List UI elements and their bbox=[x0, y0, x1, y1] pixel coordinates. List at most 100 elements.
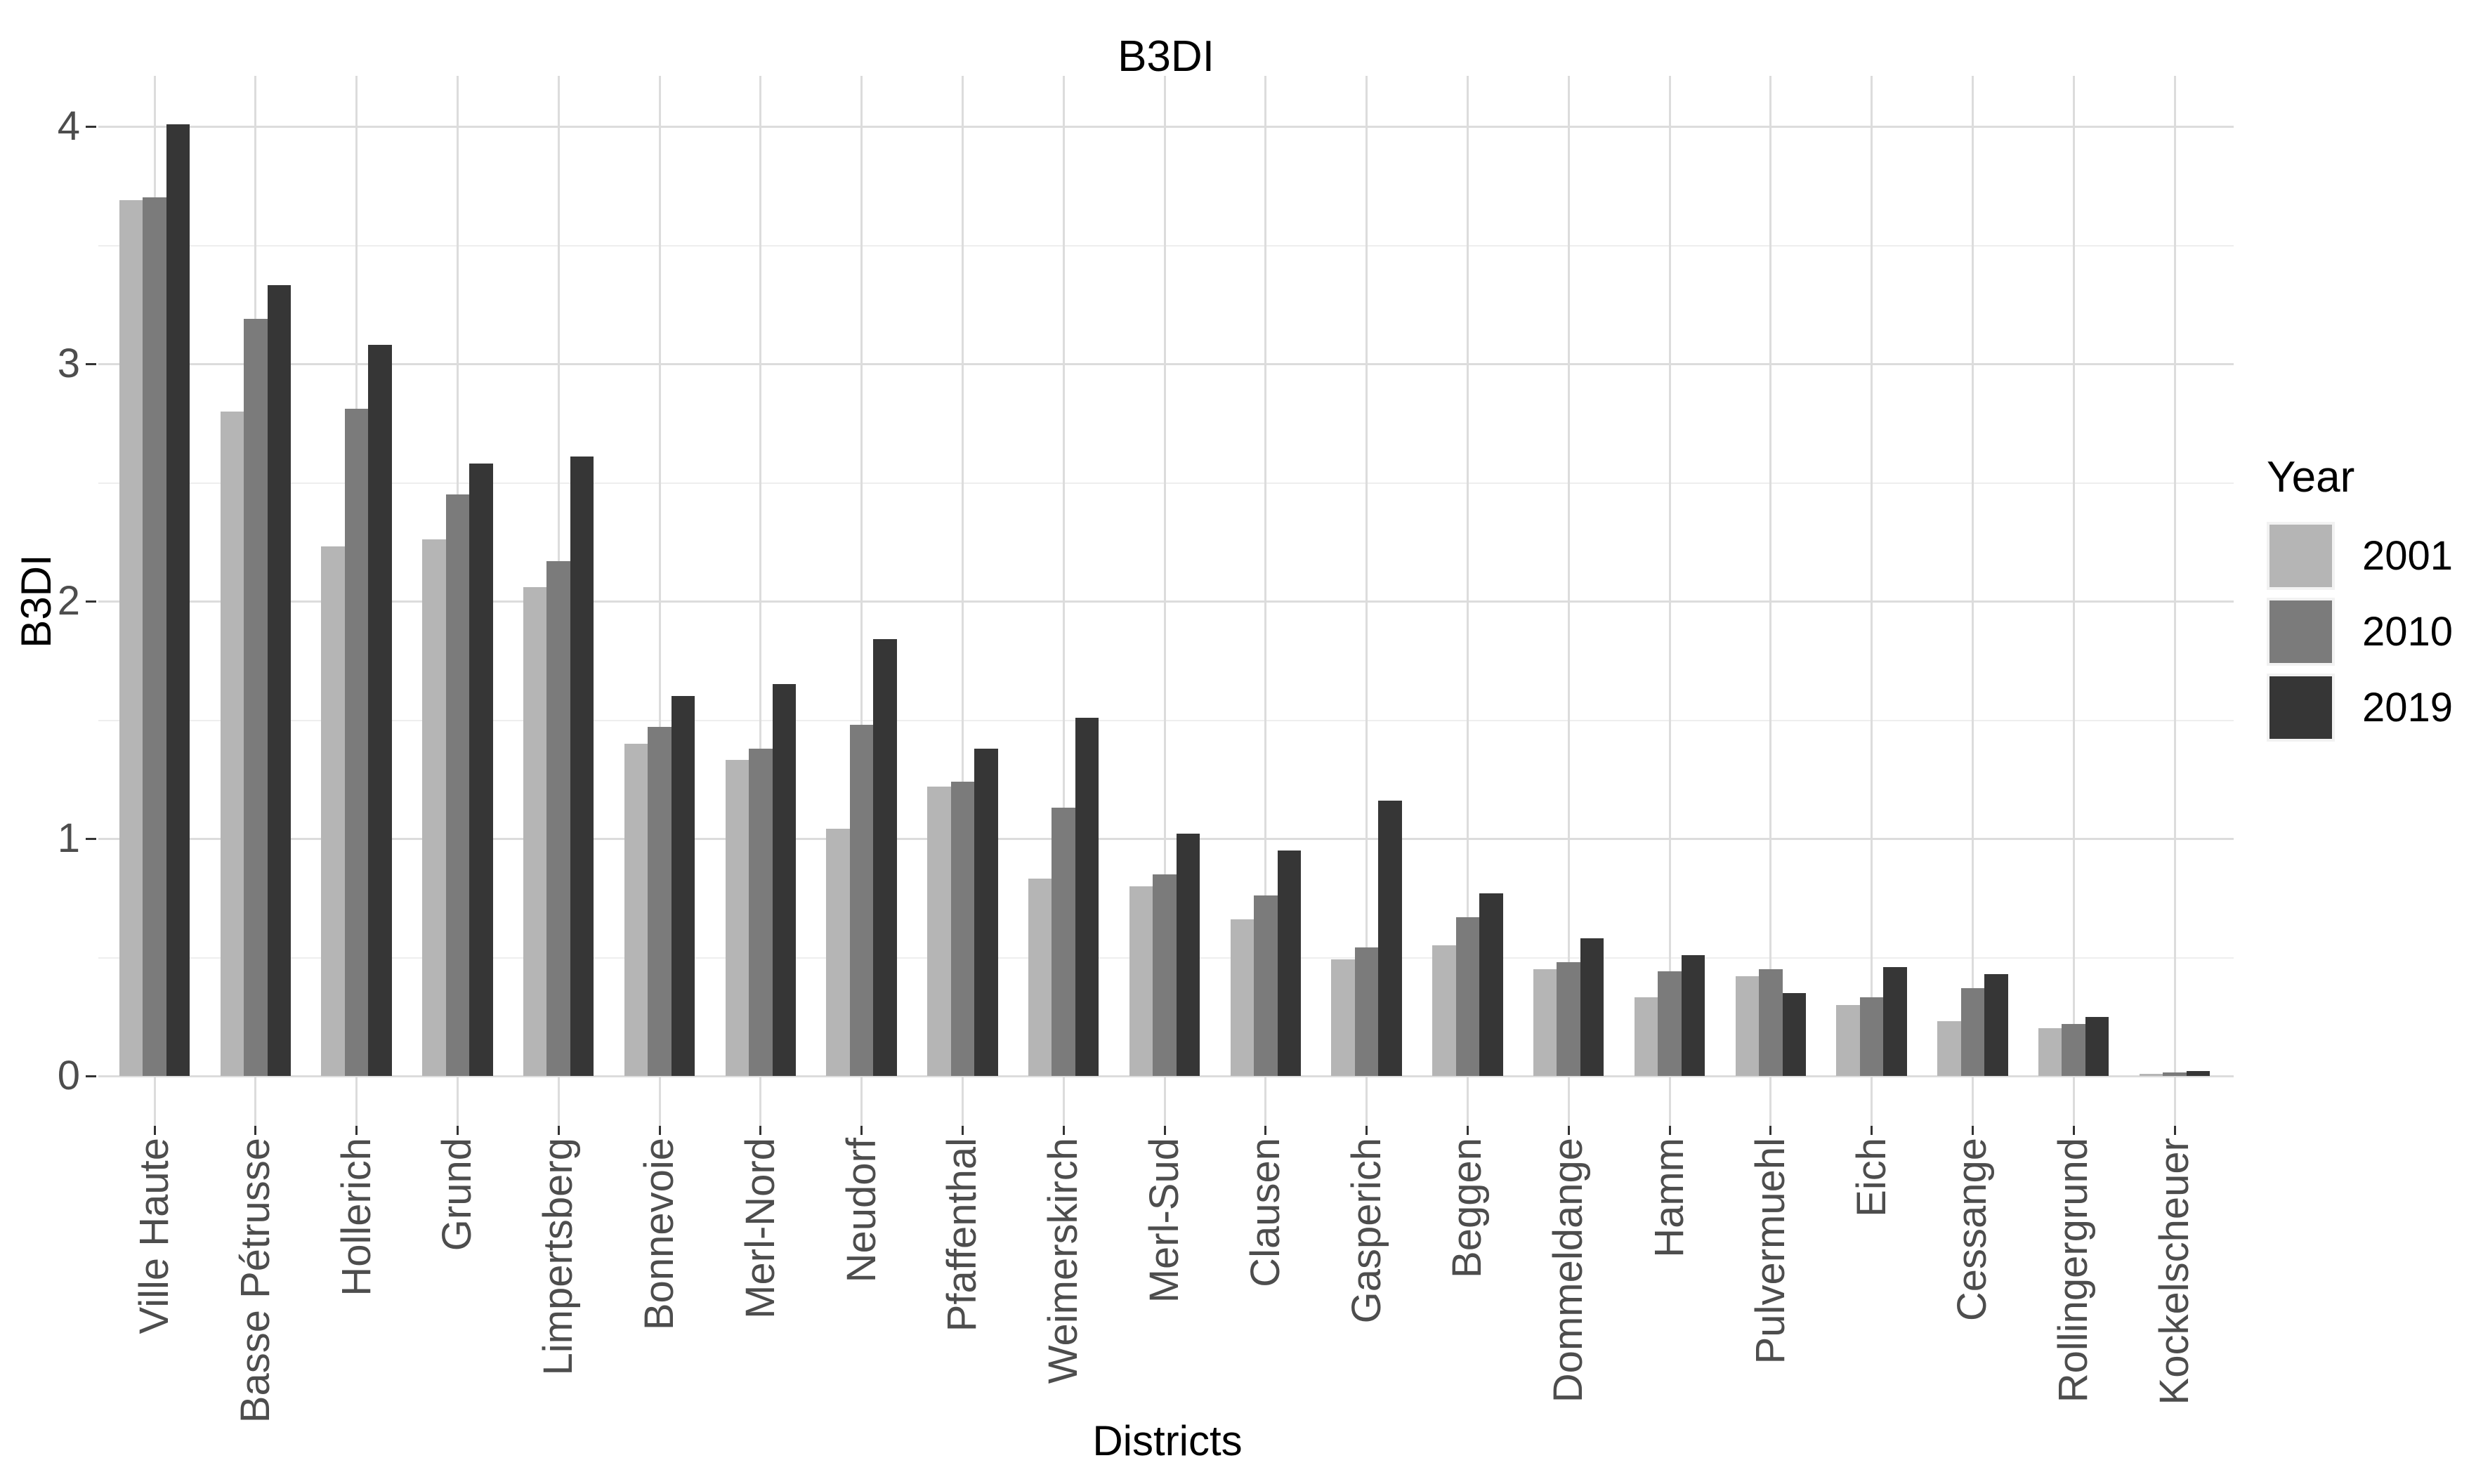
x-tick-mark bbox=[456, 1126, 459, 1135]
x-tick-mark bbox=[2173, 1126, 2176, 1135]
v-gridline bbox=[1062, 76, 1065, 1126]
bar-2019-limpertsberg bbox=[570, 456, 594, 1076]
x-tick-label: Weimerskirch bbox=[1040, 1138, 1087, 1384]
x-tick-mark bbox=[1567, 1126, 1570, 1135]
bar-2019-bonnevoie bbox=[671, 696, 695, 1076]
bar-2010-eich bbox=[1859, 997, 1884, 1076]
v-gridline bbox=[2072, 76, 2075, 1126]
bar-2010-basse-p-trusse bbox=[244, 318, 268, 1076]
x-tick-mark bbox=[860, 1126, 863, 1135]
bar-2010-neudorf bbox=[849, 724, 874, 1076]
bar-2001-rollingergrund bbox=[2038, 1028, 2062, 1076]
y-tick-mark bbox=[86, 837, 96, 840]
x-tick-label: Neudorf bbox=[838, 1138, 884, 1283]
bar-2019-eich bbox=[1883, 966, 1907, 1076]
h-gridline-major bbox=[98, 600, 2234, 603]
x-tick-mark bbox=[1871, 1126, 1873, 1135]
bar-2001-weimerskirch bbox=[1028, 879, 1052, 1076]
bar-2019-gasperich bbox=[1378, 800, 1402, 1076]
legend-label-2001: 2001 bbox=[2362, 533, 2454, 579]
bar-2010-cessange bbox=[1960, 987, 1985, 1076]
bar-2010-weimerskirch bbox=[1052, 808, 1075, 1076]
h-gridline-major bbox=[98, 126, 2234, 128]
bar-2001-pfaffenthal bbox=[927, 786, 951, 1076]
x-tick-label: Rollingergrund bbox=[2050, 1138, 2097, 1403]
x-tick-mark bbox=[355, 1126, 358, 1135]
bar-2019-hamm bbox=[1681, 954, 1705, 1076]
v-gridline bbox=[961, 76, 964, 1126]
bar-2019-neudorf bbox=[873, 639, 897, 1076]
x-tick-label: Cessange bbox=[1949, 1138, 1996, 1322]
x-tick-mark bbox=[153, 1126, 156, 1135]
x-tick-label: Pulvermuehl bbox=[1747, 1138, 1793, 1365]
bar-2019-merl-nord bbox=[772, 684, 797, 1076]
legend-label-2019: 2019 bbox=[2362, 685, 2454, 730]
v-gridline bbox=[1769, 76, 1772, 1126]
x-tick-mark bbox=[254, 1126, 257, 1135]
bar-2001-cessange bbox=[1937, 1021, 1961, 1076]
v-gridline bbox=[1668, 76, 1671, 1126]
bar-2001-hamm bbox=[1634, 997, 1658, 1076]
bar-2001-basse-p-trusse bbox=[220, 411, 244, 1076]
legend-key-2001 bbox=[2267, 522, 2335, 590]
y-tick-label: 4 bbox=[57, 103, 80, 149]
x-tick-label: Beggen bbox=[1444, 1138, 1491, 1278]
x-tick-mark bbox=[1466, 1126, 1469, 1135]
bar-2001-merl-sud bbox=[1129, 886, 1153, 1076]
x-axis-title: Districts bbox=[1092, 1417, 1243, 1464]
bar-2010-pulvermuehl bbox=[1759, 968, 1783, 1076]
x-tick-label: Eich bbox=[1848, 1138, 1894, 1217]
x-tick-label: Hollerich bbox=[333, 1138, 379, 1296]
bar-2010-clausen bbox=[1254, 895, 1278, 1076]
bar-2010-gasperich bbox=[1354, 947, 1379, 1076]
legend-key-2010 bbox=[2267, 598, 2335, 666]
y-tick-mark bbox=[86, 1075, 96, 1077]
h-gridline-major bbox=[98, 838, 2234, 840]
y-tick-label: 0 bbox=[57, 1053, 80, 1098]
bar-2019-basse-p-trusse bbox=[267, 285, 292, 1076]
v-gridline bbox=[658, 76, 661, 1126]
x-tick-mark bbox=[1062, 1126, 1065, 1135]
v-gridline bbox=[1163, 76, 1166, 1126]
x-tick-mark bbox=[2072, 1126, 2075, 1135]
bar-2010-limpertsberg bbox=[546, 560, 570, 1076]
legend-label-2010: 2010 bbox=[2362, 609, 2454, 655]
bar-2001-clausen bbox=[1230, 919, 1255, 1076]
x-tick-label: Dommeldange bbox=[1545, 1138, 1592, 1403]
bar-2010-pfaffenthal bbox=[950, 781, 975, 1076]
bar-2001-merl-nord bbox=[725, 760, 749, 1076]
chart-title: B3DI bbox=[1118, 32, 1214, 81]
bar-2010-ville-haute bbox=[143, 197, 166, 1076]
bar-2010-merl-nord bbox=[749, 748, 773, 1076]
bar-2019-clausen bbox=[1277, 850, 1302, 1076]
bar-2001-gasperich bbox=[1331, 959, 1355, 1076]
x-tick-label: Kockelscheuer bbox=[2151, 1138, 2197, 1405]
bar-2019-grund bbox=[469, 463, 493, 1076]
x-tick-mark bbox=[1971, 1126, 1974, 1135]
bar-2019-pfaffenthal bbox=[974, 748, 998, 1076]
bar-2001-grund bbox=[422, 539, 446, 1076]
legend-key-2019 bbox=[2267, 674, 2335, 742]
x-tick-label: Merl-Sud bbox=[1141, 1138, 1187, 1304]
h-gridline-minor bbox=[98, 720, 2234, 721]
x-tick-label: Gasperich bbox=[1343, 1138, 1389, 1324]
legend-swatch-2010 bbox=[2269, 600, 2332, 663]
y-tick-mark bbox=[86, 125, 96, 128]
bar-2010-hollerich bbox=[344, 409, 369, 1076]
v-gridline bbox=[759, 76, 762, 1126]
y-tick-mark bbox=[86, 600, 96, 603]
x-tick-mark bbox=[1769, 1126, 1772, 1135]
x-tick-label: Pfaffenthal bbox=[939, 1138, 985, 1332]
bar-2010-dommeldange bbox=[1557, 961, 1580, 1076]
bar-2010-merl-sud bbox=[1153, 874, 1177, 1076]
bar-2019-weimerskirch bbox=[1075, 717, 1099, 1076]
bar-2019-dommeldange bbox=[1580, 938, 1604, 1076]
v-gridline bbox=[1871, 76, 1873, 1126]
y-tick-mark bbox=[86, 362, 96, 365]
x-tick-mark bbox=[1365, 1126, 1368, 1135]
v-gridline bbox=[1264, 76, 1267, 1126]
h-gridline-major bbox=[98, 1075, 2234, 1077]
bar-2019-cessange bbox=[1984, 973, 2008, 1076]
bar-2010-beggen bbox=[1455, 917, 1480, 1076]
